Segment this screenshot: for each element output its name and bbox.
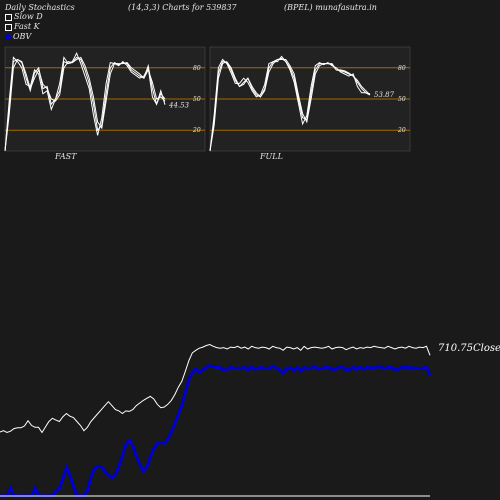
full-level-20-label: 20 [397, 127, 406, 134]
full-series-1-line [209, 55, 371, 152]
fast-last-value-label: 44.53 [168, 102, 190, 110]
header-center: (14,3,3) Charts for 539837 [128, 3, 237, 12]
close-value: 710.75 [438, 343, 473, 354]
legend-label: Fast K [14, 22, 40, 31]
fast-series-2-line [4, 56, 166, 152]
header-right: (BPEL) munafasutra.in [284, 3, 377, 12]
close-value-label: 710.75Close [438, 343, 500, 354]
full-panel-label: FULL [260, 152, 283, 161]
full-last-value-label: 53.87 [374, 91, 395, 99]
legend-swatch [5, 34, 11, 40]
full-level-80-label: 80 [398, 65, 406, 72]
legend-fast-k: Fast K [5, 22, 40, 31]
fast-level-20-label: 20 [192, 127, 201, 134]
fast-series-1-line [4, 51, 166, 152]
fast-level-50-label: 50 [193, 96, 201, 103]
header-left: Daily Stochastics [5, 3, 75, 12]
full-series-0-line [209, 57, 371, 152]
fast-panel-label: FAST [55, 152, 77, 161]
legend-slow-d: Slow D [5, 12, 43, 21]
legend-swatch [5, 13, 12, 21]
close-price-line [0, 343, 431, 434]
legend-obv: OBV [5, 32, 31, 41]
legend-label: Slow D [14, 12, 43, 21]
full-series-2-line [209, 59, 371, 152]
full-level-50-label: 50 [398, 96, 406, 103]
obv-line [0, 363, 432, 498]
close-word: Close [473, 343, 500, 354]
fast-level-80-label: 80 [193, 65, 201, 72]
legend-label: OBV [13, 32, 32, 41]
legend-swatch [5, 23, 12, 31]
